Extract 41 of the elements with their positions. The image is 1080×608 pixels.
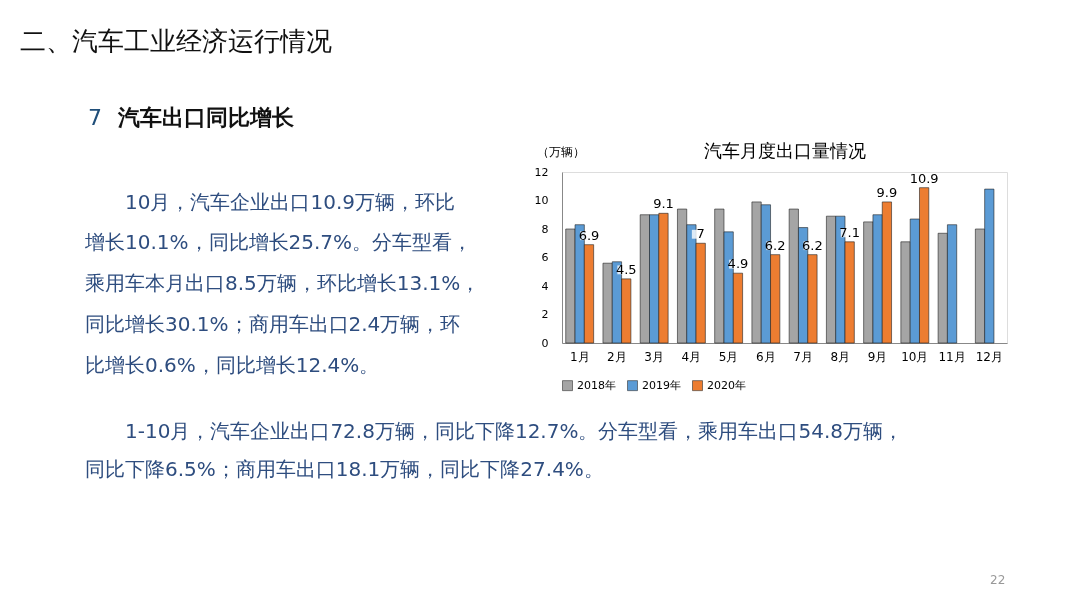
chart-title: 汽车月度出口量情况	[703, 140, 866, 161]
x-tick-label: 12月	[975, 349, 1003, 364]
data-label: 6.2	[802, 237, 823, 253]
y-tick-label: 12	[534, 165, 549, 179]
legend-label: 2018年	[577, 378, 616, 392]
text: 比增长0.6%，同比增长12.4%。	[85, 353, 380, 377]
x-tick-label: 4月	[681, 349, 702, 364]
y-tick-label: 2	[541, 308, 549, 321]
y-tick-label: 10	[534, 194, 549, 207]
x-tick-label: 7月	[793, 349, 813, 364]
data-label: 7.1	[839, 224, 861, 240]
x-tick-label: 11月	[938, 349, 966, 364]
x-tick-label: 2月	[607, 349, 627, 364]
x-tick-label: 1月	[569, 349, 590, 364]
y-tick-label: 4	[541, 279, 549, 293]
text: 乘用车本月出口8.5万辆，环比增长13.1%，	[85, 271, 481, 295]
text: 同比增长30.1%；商用车出口2.4万辆，环	[85, 312, 461, 336]
text: 10月，汽车企业出口10.9万辆，环比	[125, 190, 455, 214]
x-tick-label: 3月	[644, 349, 664, 364]
x-tick-label: 9月	[867, 349, 888, 364]
legend-label: 2020年	[707, 378, 746, 392]
data-label: 10.9	[909, 170, 939, 186]
x-tick-label: 6月	[756, 349, 776, 364]
text: 增长10.1%，同比增长25.7%。分车型看，	[84, 230, 473, 254]
text: 同比下降6.5%；商用车出口18.1万辆，同比下降27.4%。	[85, 457, 604, 481]
data-label: 9.9	[876, 184, 898, 200]
text: 汽车出口同比增长	[117, 105, 295, 130]
y-axis-title: （万辆）	[536, 144, 585, 159]
x-tick-label: 8月	[830, 349, 851, 364]
legend-label: 2019年	[642, 378, 681, 392]
y-tick-label: 6	[541, 251, 549, 264]
x-tick-label: 5月	[718, 349, 739, 364]
text: 1-10月，汽车企业出口72.8万辆，同比下降12.7%。分车型看，乘用车出口54.8万辆，	[125, 419, 903, 443]
data-label: 9.1	[653, 196, 674, 212]
text: 7	[88, 105, 102, 130]
x-tick-label: 10月	[901, 349, 929, 364]
y-tick-label: 0	[541, 336, 549, 350]
text: 二、汽车工业经济运行情况	[20, 26, 332, 56]
data-label: 7	[696, 226, 705, 242]
text: 22	[990, 573, 1006, 587]
y-tick-label: 8	[541, 222, 549, 236]
